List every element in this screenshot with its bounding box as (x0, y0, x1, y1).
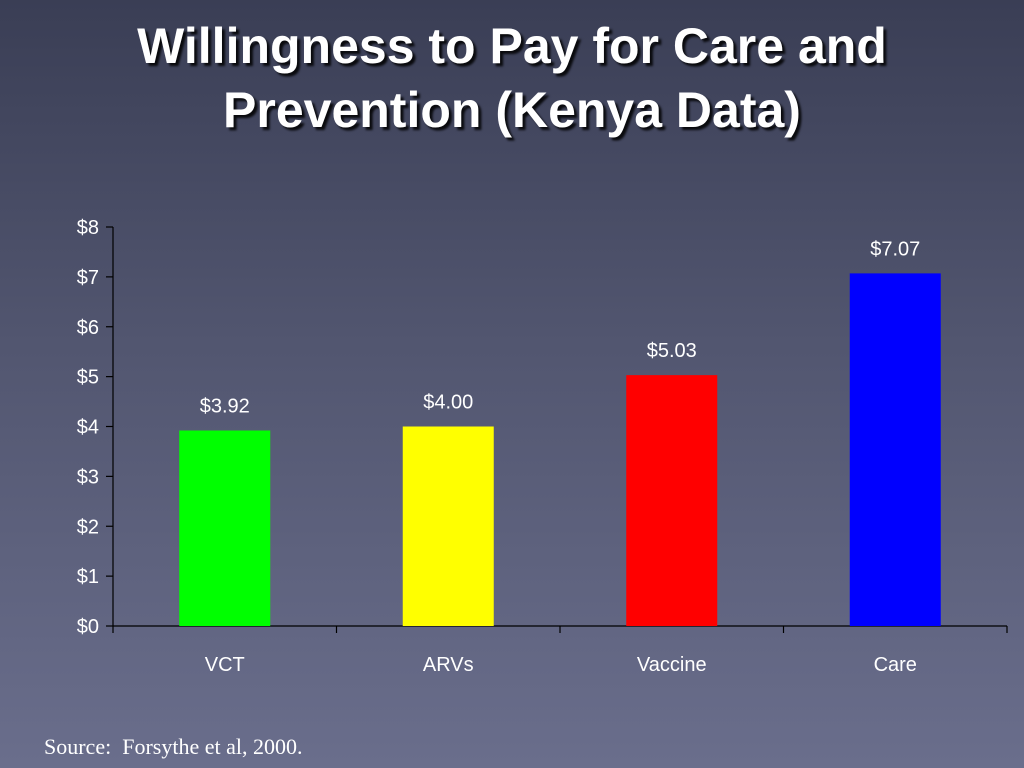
bars (179, 273, 941, 626)
bar-vct (179, 430, 271, 626)
bar-arvs (402, 426, 494, 626)
y-tick-label: $3 (77, 466, 99, 488)
x-tick-label: Vaccine (637, 654, 707, 676)
data-labels: $3.92 $4.00 $5.03 $7.07 (200, 238, 921, 417)
y-tick-label: $8 (77, 217, 99, 239)
bar-vaccine (626, 375, 718, 626)
data-label: $3.92 (200, 395, 250, 417)
x-axis: VCT ARVs Vaccine Care (112, 625, 1008, 676)
x-tick-label: Care (874, 654, 917, 676)
y-tick-label: $1 (77, 566, 99, 588)
slide-title-line-1: Willingness to Pay for Care and (137, 18, 887, 74)
y-axis: $0 $1 $2 $3 $4 $5 $6 $7 $8 (77, 217, 114, 638)
bar-care (849, 273, 941, 626)
data-label: $5.03 (647, 340, 697, 362)
y-tick-label: $2 (77, 516, 99, 538)
data-label: $4.00 (423, 392, 473, 414)
x-tick-label: ARVs (423, 654, 474, 676)
slide-title: Willingness to Pay for Care and Preventi… (0, 14, 1024, 142)
y-tick-label: $4 (77, 417, 99, 439)
data-label: $7.07 (870, 238, 920, 260)
source-note: Source: Forsythe et al, 2000. (44, 734, 303, 759)
y-tick-label: $7 (77, 267, 99, 289)
y-tick-label: $6 (77, 317, 99, 339)
x-tick-label: VCT (205, 654, 245, 676)
slide-title-line-2: Prevention (Kenya Data) (223, 82, 801, 138)
y-tick-label: $0 (77, 616, 99, 638)
y-tick-label: $5 (77, 367, 99, 389)
